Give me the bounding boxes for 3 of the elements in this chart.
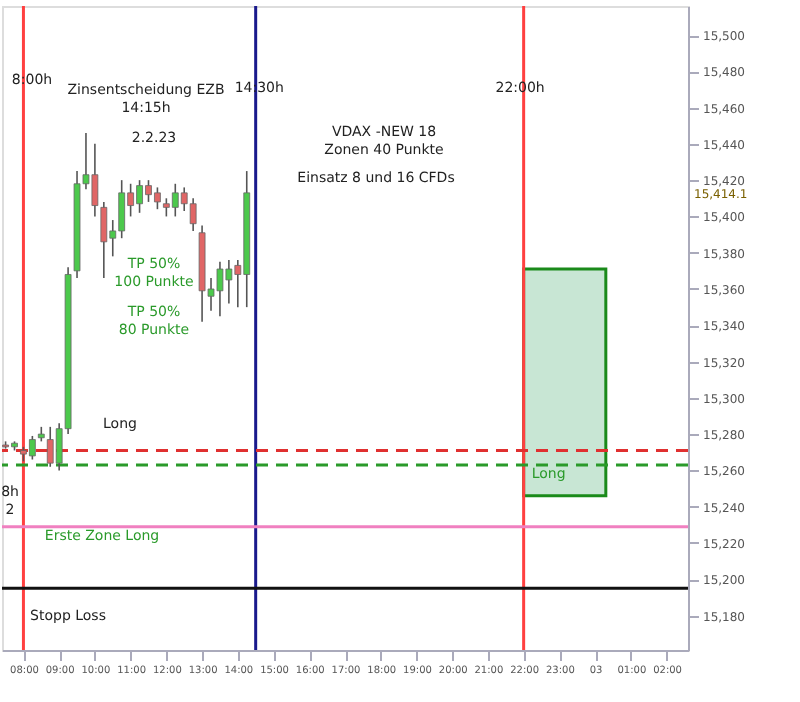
candlestick	[189, 197, 197, 232]
candlestick	[100, 201, 108, 279]
candlestick	[28, 435, 36, 461]
